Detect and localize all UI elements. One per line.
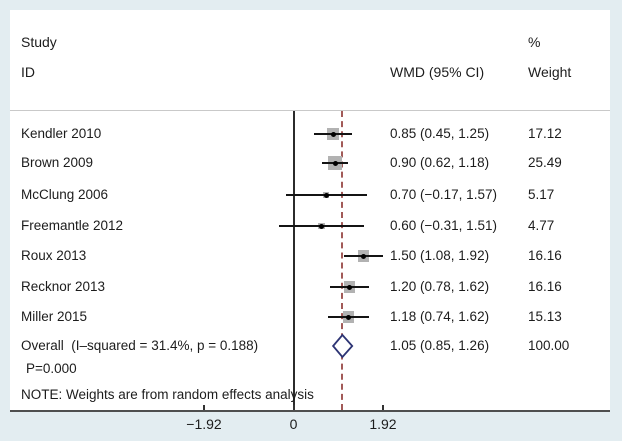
weight-value: 15.13 xyxy=(528,309,562,324)
effect-point-dot xyxy=(360,253,366,259)
header-separator xyxy=(10,110,610,111)
overall-effect-dashed-line xyxy=(341,111,344,410)
weight-value: 17.12 xyxy=(528,126,562,141)
x-axis-tick xyxy=(381,405,384,410)
effect-point-dot xyxy=(332,160,338,166)
random-effects-note: NOTE: Weights are from random effects an… xyxy=(21,387,314,402)
effect-point-dot xyxy=(323,192,329,198)
weight-value: 16.16 xyxy=(528,279,562,294)
wmd-value: 0.90 (0.62, 1.18) xyxy=(390,155,490,170)
weight-value: 5.17 xyxy=(528,187,555,202)
weight-value: 16.16 xyxy=(528,248,562,263)
forest-plot-panel: Study ID WMD (95% CI) % Weight Kendler 2… xyxy=(10,10,610,412)
header-id: ID xyxy=(21,64,35,80)
effect-point-dot xyxy=(346,284,352,290)
x-axis-tick-label: 1.92 xyxy=(369,416,397,432)
study-label: Roux 2013 xyxy=(21,248,87,263)
study-label: Freemantle 2012 xyxy=(21,218,124,233)
effect-point-dot xyxy=(318,223,324,229)
weight-value: 4.77 xyxy=(528,218,555,233)
study-label: Kendler 2010 xyxy=(21,126,102,141)
plot-area: Kendler 2010 0.85 (0.45, 1.25) 17.12 Brown … xyxy=(10,10,610,410)
header-percent: % xyxy=(528,34,541,50)
overall-diamond xyxy=(331,333,354,359)
x-axis-tick-label: −1.92 xyxy=(186,416,222,432)
wmd-value: 0.85 (0.45, 1.25) xyxy=(390,126,490,141)
study-label: Recknor 2013 xyxy=(21,279,106,294)
header-study: Study xyxy=(21,34,57,50)
x-axis-tick-label: 0 xyxy=(289,416,298,432)
x-axis-tick xyxy=(203,405,206,410)
x-axis-tick xyxy=(292,405,295,410)
wmd-value: 0.60 (−0.31, 1.51) xyxy=(390,218,497,233)
overall-weight-value: 100.00 xyxy=(528,338,570,353)
wmd-value: 0.70 (−0.17, 1.57) xyxy=(390,187,497,202)
effect-point-dot xyxy=(330,131,336,137)
effect-point-dot xyxy=(345,314,351,320)
weight-value: 25.49 xyxy=(528,155,562,170)
overall-wmd-value: 1.05 (0.85, 1.26) xyxy=(390,338,490,353)
header-wmd-ci: WMD (95% CI) xyxy=(390,64,485,80)
study-label: Miller 2015 xyxy=(21,309,88,324)
header-weight: Weight xyxy=(528,64,572,80)
wmd-value: 1.18 (0.74, 1.62) xyxy=(390,309,490,324)
p-value-text: P=0.000 xyxy=(26,361,77,376)
study-label: McClung 2006 xyxy=(21,187,109,202)
study-label: Brown 2009 xyxy=(21,155,94,170)
wmd-value: 1.20 (0.78, 1.62) xyxy=(390,279,490,294)
wmd-value: 1.50 (1.08, 1.92) xyxy=(390,248,490,263)
overall-label: Overall (I–squared = 31.4%, p = 0.188) xyxy=(21,338,259,353)
null-effect-line xyxy=(292,111,295,410)
